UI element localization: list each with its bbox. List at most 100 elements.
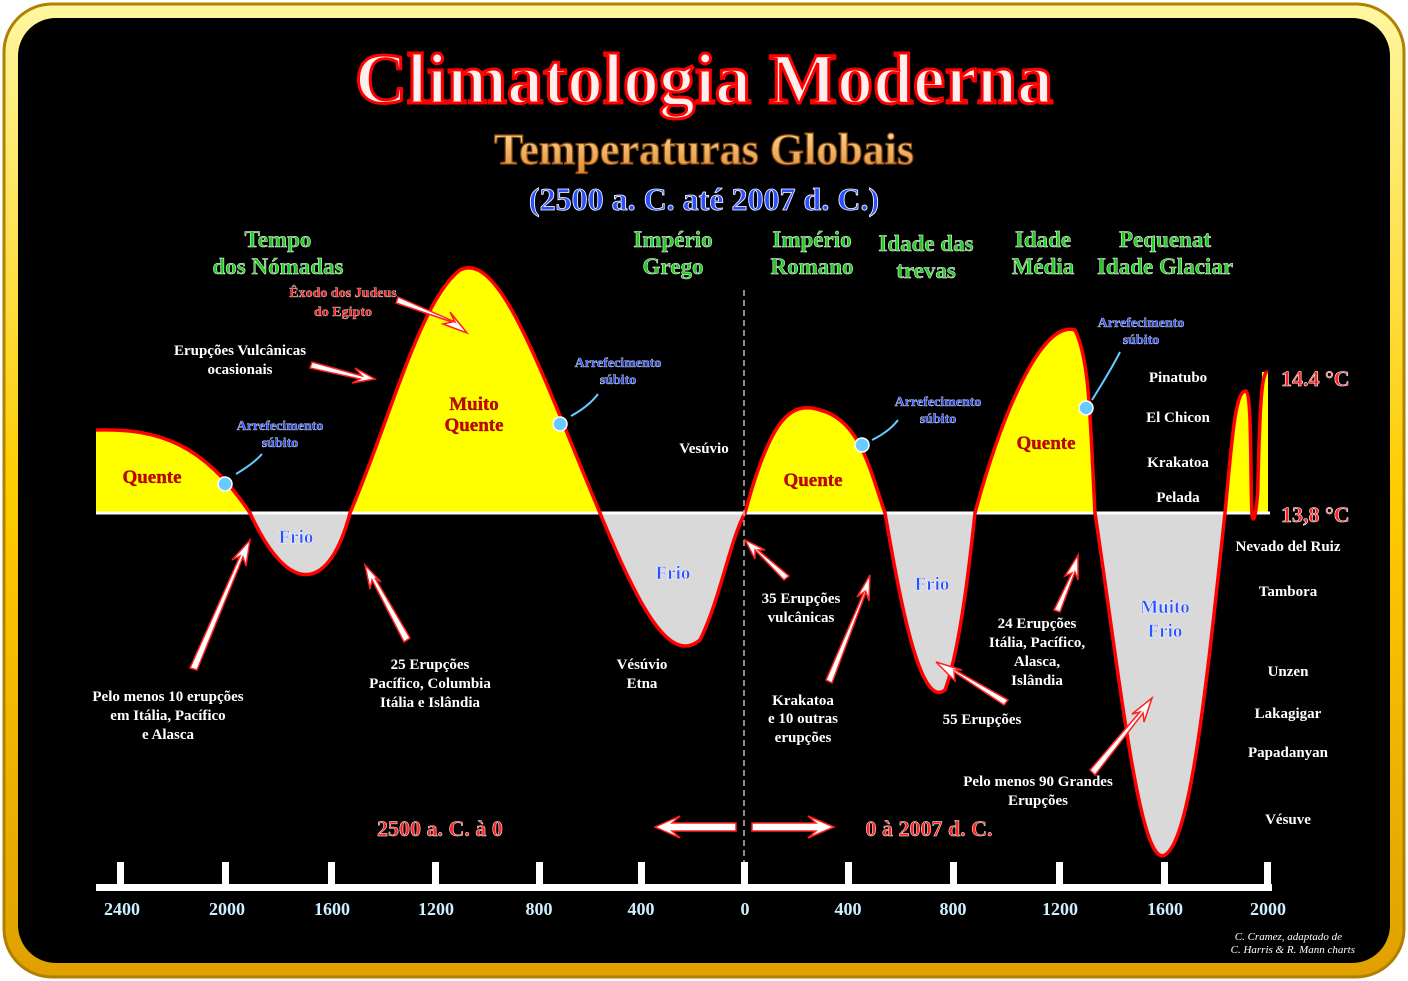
period-trevas-2: trevas xyxy=(896,258,956,283)
tick-label-1200ad: 1200 xyxy=(1042,899,1078,919)
date-range: (2500 a. C. até 2007 d. C.) xyxy=(529,181,879,217)
pelo10-2: em Itália, Pacífico xyxy=(110,708,225,724)
e35-2: vulcânicas xyxy=(768,610,835,626)
exodo-line2: do Egipto xyxy=(314,305,372,320)
cooling-dot-2 xyxy=(552,416,568,432)
arrow-e24 xyxy=(1052,552,1079,613)
tick-label-1200: 1200 xyxy=(418,899,454,919)
cooling-dot-4 xyxy=(1078,400,1094,416)
tick-400ad xyxy=(845,862,852,888)
period-glaciar-1: Pequenat xyxy=(1119,227,1211,252)
cold-fill xyxy=(96,513,1268,856)
period-nomadas-1: Tempo xyxy=(245,227,312,252)
cooling-4a: Arrefecimento xyxy=(1098,316,1185,331)
axis-bar xyxy=(96,884,1272,891)
volcano-tambora: Tambora xyxy=(1259,584,1318,600)
e55: 55 Erupções xyxy=(943,712,1022,728)
era-ad-label: 0 à 2007 d. C. xyxy=(865,816,992,841)
exodo-line1: Êxodo dos Judeus xyxy=(289,284,397,301)
time-axis: 2400 2000 1600 1200 800 400 0 400 800 12… xyxy=(96,862,1286,919)
cooling-markers xyxy=(217,351,1121,492)
tick-800bc xyxy=(536,862,543,888)
volcano-pinatubo: Pinatubo xyxy=(1149,370,1207,386)
tick-1600bc xyxy=(328,862,335,888)
label-frio-2: Frio xyxy=(656,563,691,584)
tick-label-1600: 1600 xyxy=(314,899,350,919)
cooling-3b: súbito xyxy=(920,412,957,427)
period-grego-2: Grego xyxy=(643,254,704,279)
label-quente-3: Quente xyxy=(1016,433,1075,454)
credit-line1: C. Cramez, adaptado de xyxy=(1235,931,1342,943)
e24-1: 24 Erupções xyxy=(998,616,1077,632)
label-muito-frio-1: Muito xyxy=(1140,597,1190,618)
tick-label-400ad: 400 xyxy=(835,899,862,919)
arrow-right-ad xyxy=(751,815,836,839)
label-frio-3: Frio xyxy=(915,574,950,595)
arrow-left-bc xyxy=(653,815,737,839)
warm-right-bar xyxy=(1262,372,1268,513)
tick-label-2400: 2400 xyxy=(104,899,140,919)
krak-1: Krakatoa xyxy=(772,693,834,709)
label-muito-quente-1a: Muito xyxy=(449,394,499,415)
period-media-2: Média xyxy=(1012,254,1075,279)
erup-vulc-1: Erupções Vulcânicas xyxy=(174,343,306,359)
cooling-2b: súbito xyxy=(600,373,637,388)
arrow-erupcoes-ocasionais xyxy=(309,361,378,384)
e24-4: Islândia xyxy=(1011,673,1063,689)
cooling-2a: Arrefecimento xyxy=(575,356,662,371)
volcano-papadanyan: Papadanyan xyxy=(1248,745,1329,761)
cooling-dot-1 xyxy=(217,476,233,492)
tick-1200bc xyxy=(432,862,439,888)
erup-vulc-2: ocasionais xyxy=(207,362,272,378)
tick-label-1600ad: 1600 xyxy=(1147,899,1183,919)
tick-1200ad xyxy=(1056,862,1063,888)
credit-line2: C. Harris & R. Mann charts xyxy=(1231,944,1355,956)
volcano-vesuve: Vésuve xyxy=(1265,812,1311,828)
tick-label-800: 800 xyxy=(526,899,553,919)
volcano-nevado: Nevado del Ruiz xyxy=(1236,539,1341,555)
label-quente-1: Quente xyxy=(122,467,181,488)
cooling-4b: súbito xyxy=(1123,333,1160,348)
arrow-pelo90 xyxy=(1088,695,1154,777)
pelo90-1: Pelo menos 90 Grandes xyxy=(963,774,1113,790)
tick-800ad xyxy=(950,862,957,888)
label-quente-2: Quente xyxy=(783,470,842,491)
temp-high-label: 14.4 °C xyxy=(1281,366,1350,391)
volcano-lakagigar: Lakagigar xyxy=(1255,706,1322,722)
period-glaciar-2: Idade Glaciar xyxy=(1097,254,1233,279)
arrow-krakatoa xyxy=(825,574,871,685)
period-media-1: Idade xyxy=(1015,227,1071,252)
tick-label-0: 0 xyxy=(741,899,750,919)
tick-1600ad xyxy=(1161,862,1168,888)
tick-label-2000ad: 2000 xyxy=(1250,899,1286,919)
cooling-3a: Arrefecimento xyxy=(895,395,982,410)
krak-3: erupções xyxy=(775,730,832,746)
e24-2: Itália, Pacífico, xyxy=(989,635,1085,651)
poster-background xyxy=(18,18,1390,963)
e25-3: Itália e Islândia xyxy=(380,695,481,711)
pelo10-3: e Alasca xyxy=(142,727,195,743)
cooling-dot-3 xyxy=(854,437,870,453)
tick-0 xyxy=(741,862,748,888)
e35-1: 35 Erupções xyxy=(762,591,841,607)
label-frio-1: Frio xyxy=(279,527,314,548)
vesuvio-etna-2: Etna xyxy=(627,676,658,692)
cooling-1b: súbito xyxy=(262,436,299,451)
annotation-arrows xyxy=(188,295,1154,839)
tick-2400bc xyxy=(117,862,124,888)
vesuvio-top: Vesúvio xyxy=(679,441,728,457)
e25-1: 25 Erupções xyxy=(391,657,470,673)
volcano-el-chicon: El Chicon xyxy=(1146,410,1210,426)
kelut-label: Kelut xyxy=(1094,834,1130,850)
pelo90-2: Erupções xyxy=(1008,793,1068,809)
period-romano-1: Império xyxy=(772,227,851,252)
era-bc-label: 2500 a. C. à 0 xyxy=(377,816,503,841)
arrow-e55 xyxy=(935,661,1010,707)
poster-title: Climatologia Moderna xyxy=(355,39,1053,119)
cooling-1a: Arrefecimento xyxy=(237,419,324,434)
warm-fill xyxy=(96,267,1268,513)
volcano-unzen: Unzen xyxy=(1268,664,1309,680)
temperature-curve xyxy=(95,266,1269,858)
